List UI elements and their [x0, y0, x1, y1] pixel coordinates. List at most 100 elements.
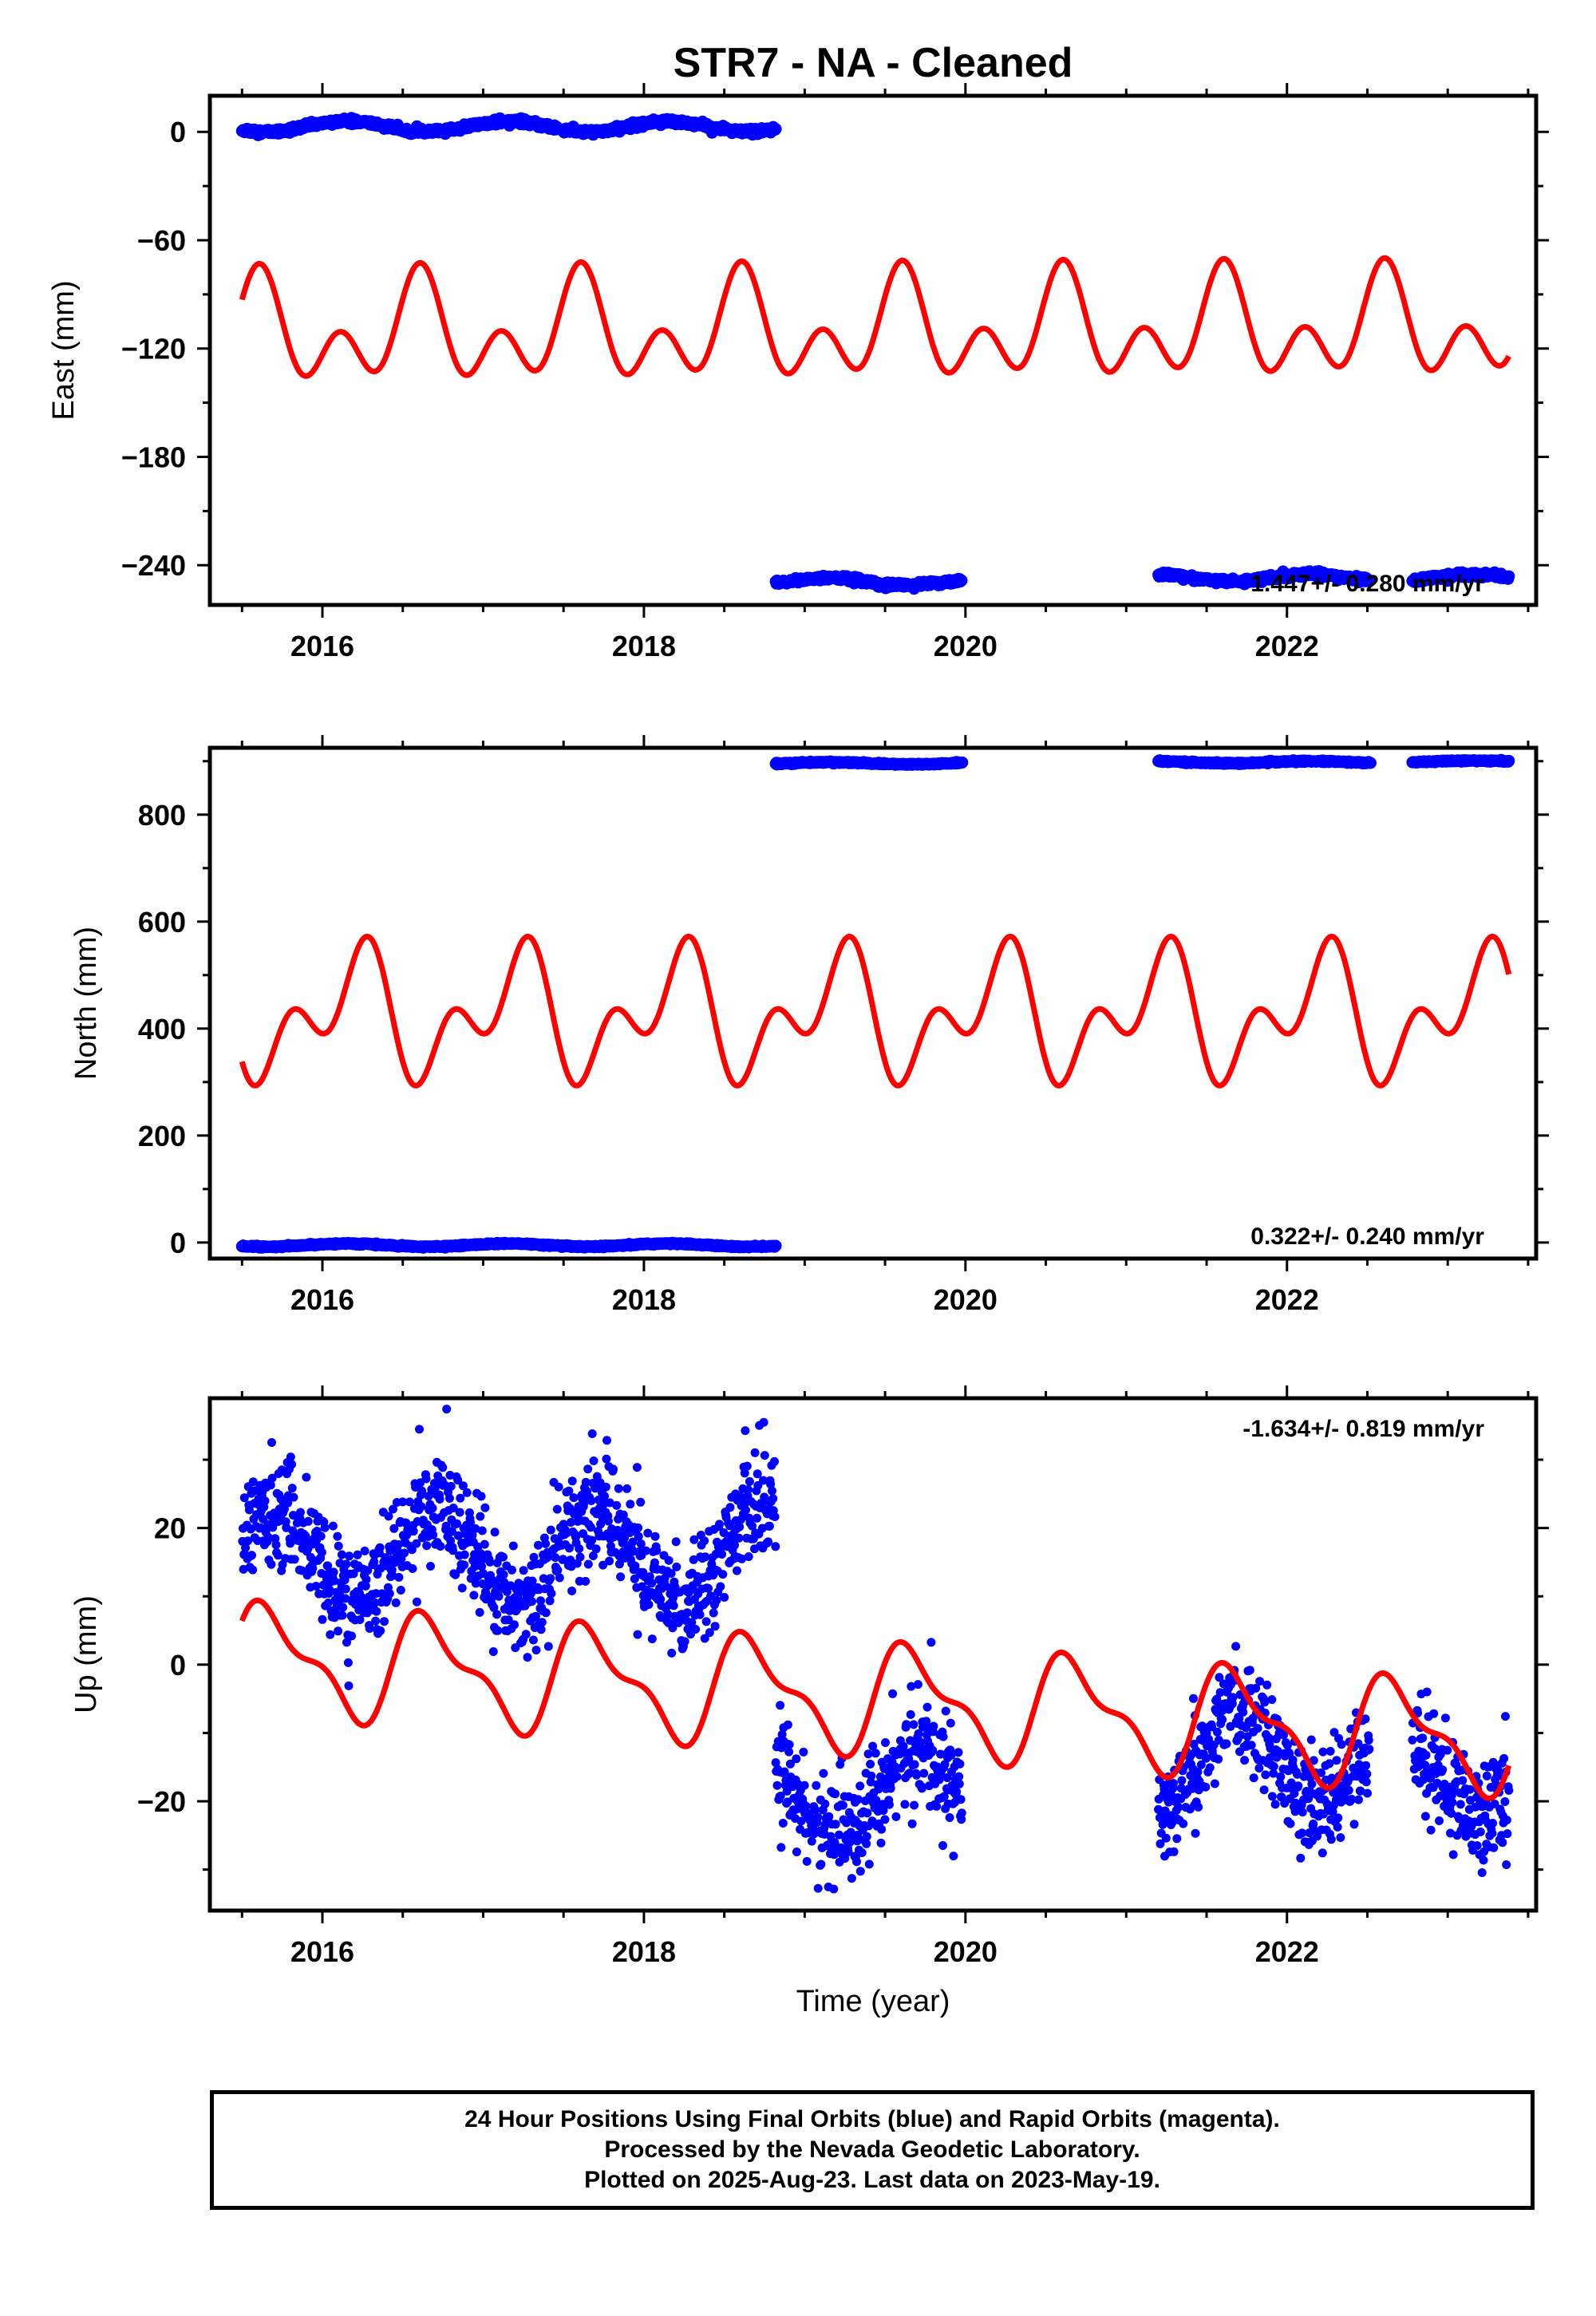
up-point — [840, 1854, 850, 1863]
up-point — [308, 1563, 318, 1573]
up-point — [1305, 1828, 1314, 1838]
up-point — [1448, 1797, 1457, 1807]
up-point — [1205, 1763, 1215, 1773]
up-point — [1298, 1828, 1307, 1838]
up-point — [1262, 1680, 1272, 1690]
up-point — [945, 1813, 954, 1822]
up-point — [760, 1451, 769, 1460]
up-point — [1245, 1666, 1254, 1675]
up-point — [1448, 1850, 1458, 1860]
up-point — [652, 1546, 662, 1555]
up-point — [529, 1552, 539, 1562]
y-tick-label: −240 — [121, 549, 186, 582]
up-point — [913, 1680, 922, 1690]
up-point — [1286, 1778, 1296, 1788]
up-point — [1465, 1784, 1475, 1794]
up-point — [589, 1456, 598, 1465]
up-point — [709, 1608, 718, 1618]
up-point — [785, 1759, 795, 1769]
up-point — [915, 1737, 925, 1747]
up-point — [325, 1586, 334, 1595]
north-x-axis: 2016 2018 2020 2022 — [240, 735, 1530, 1316]
up-point — [831, 1820, 840, 1829]
up-point — [932, 1801, 942, 1811]
up-point — [555, 1573, 564, 1583]
up-point — [888, 1689, 898, 1698]
up-point — [776, 1843, 786, 1852]
up-point — [370, 1598, 380, 1607]
up-point — [477, 1562, 487, 1571]
up-point — [811, 1805, 820, 1814]
up-point — [957, 1815, 966, 1824]
up-point — [583, 1464, 593, 1474]
up-point — [1298, 1808, 1307, 1817]
up-point — [1240, 1756, 1250, 1765]
up-point — [492, 1610, 502, 1619]
up-point — [396, 1586, 405, 1595]
up-point — [735, 1522, 745, 1531]
up-point — [922, 1717, 931, 1726]
up-point — [902, 1720, 911, 1729]
up-point — [553, 1565, 563, 1575]
up-point — [1260, 1697, 1270, 1707]
up-point — [426, 1562, 435, 1571]
up-point — [543, 1552, 553, 1562]
up-point — [1194, 1802, 1203, 1812]
up-point — [1458, 1776, 1468, 1785]
up-point — [715, 1520, 724, 1529]
up-point — [323, 1561, 333, 1571]
up-point — [949, 1852, 958, 1861]
up-point — [531, 1611, 540, 1621]
up-point — [778, 1819, 788, 1828]
up-point — [1193, 1767, 1203, 1777]
up-point — [776, 1792, 785, 1800]
chart-title: STR7 - NA - Cleaned — [674, 40, 1073, 86]
up-point — [504, 1615, 513, 1625]
up-point — [1418, 1733, 1428, 1743]
up-point — [1238, 1707, 1248, 1717]
up-point — [772, 1780, 782, 1790]
up-point — [1226, 1721, 1235, 1731]
up-point — [733, 1566, 741, 1575]
up-point — [660, 1574, 670, 1583]
up-data-points — [238, 1405, 1514, 1894]
up-point — [940, 1760, 950, 1769]
up-point — [409, 1527, 418, 1536]
up-point — [541, 1539, 551, 1548]
up-point — [519, 1566, 528, 1575]
up-point — [644, 1600, 654, 1609]
up-point — [248, 1477, 258, 1487]
up-point — [843, 1847, 853, 1856]
up-point — [1169, 1779, 1178, 1788]
up-point — [938, 1841, 947, 1850]
up-point — [1276, 1772, 1286, 1781]
up-point — [1429, 1709, 1439, 1718]
up-point — [1259, 1785, 1269, 1795]
up-point — [1255, 1677, 1265, 1686]
up-point — [633, 1630, 642, 1639]
up-point — [1254, 1764, 1264, 1773]
up-point — [342, 1559, 351, 1569]
y-tick-label: 800 — [138, 799, 186, 832]
up-point — [1227, 1699, 1237, 1709]
up-point — [1456, 1800, 1465, 1809]
up-point — [667, 1648, 677, 1658]
up-point — [855, 1867, 865, 1876]
up-point — [835, 1830, 843, 1840]
up-point — [783, 1720, 792, 1729]
up-point — [1249, 1773, 1258, 1783]
up-point — [1169, 1847, 1179, 1856]
up-point — [473, 1542, 483, 1551]
up-point — [469, 1591, 479, 1600]
up-point — [1431, 1744, 1440, 1753]
up-point — [838, 1800, 847, 1810]
up-point — [886, 1784, 895, 1793]
up-point — [417, 1486, 427, 1496]
up-point — [941, 1706, 950, 1716]
up-point — [909, 1720, 918, 1729]
up-point — [868, 1741, 878, 1751]
up-point — [586, 1523, 595, 1532]
up-point — [510, 1620, 519, 1630]
